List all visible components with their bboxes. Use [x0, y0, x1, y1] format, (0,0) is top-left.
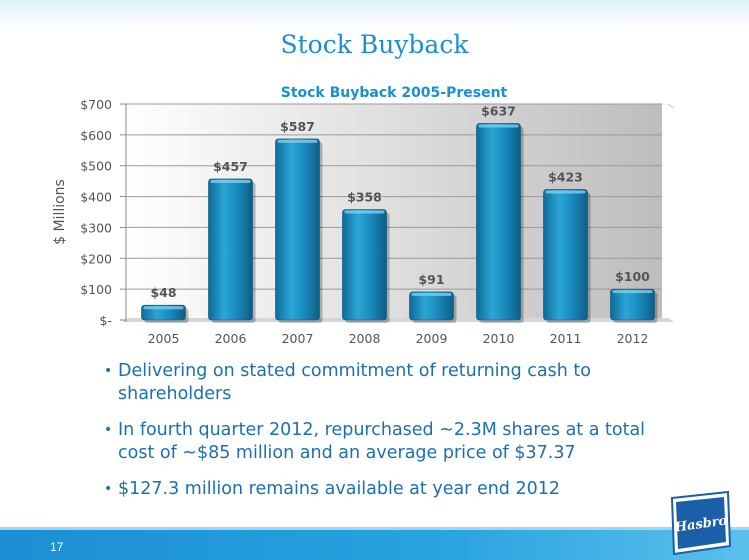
x-tick-label: 2008: [349, 331, 381, 346]
bullet-list: • Delivering on stated commitment of retu…: [104, 360, 684, 514]
chart-title: Stock Buyback 2005-Present: [281, 85, 508, 101]
bar: [342, 209, 387, 321]
chart-svg: $- $100 $200 $300 $400 $500 $600 $700 $ Millions…: [52, 85, 675, 346]
footer-band: [0, 530, 749, 560]
data-label: $587: [280, 119, 315, 134]
y-tick-label: $300: [80, 220, 112, 235]
data-label: $423: [548, 169, 583, 184]
x-tick-label: 2012: [617, 331, 649, 346]
bar: [610, 288, 655, 321]
bar-top: [478, 124, 519, 128]
bar-top: [143, 306, 184, 310]
x-tick-label: 2005: [148, 331, 180, 346]
bullet-text: In fourth quarter 2012, repurchased ~2.3…: [118, 420, 646, 463]
y-tick-label: $-: [100, 313, 112, 328]
y-tick-label: $500: [80, 159, 112, 174]
bar: [208, 178, 253, 321]
page-number: 17: [50, 540, 64, 554]
data-label: $91: [418, 272, 444, 287]
y-tick-label: $400: [80, 190, 112, 205]
bullet-dot: •: [104, 422, 113, 438]
bullet-dot: •: [104, 363, 113, 379]
slide-title: Stock Buyback: [280, 30, 469, 59]
plot-edge: [667, 103, 675, 109]
data-label: $100: [615, 269, 650, 284]
bar-top: [545, 190, 586, 194]
bar-top: [210, 179, 251, 183]
bullet-text: Delivering on stated commitment of retur…: [118, 361, 591, 404]
bar: [476, 123, 521, 321]
bar-top: [277, 139, 318, 143]
bar: [543, 189, 588, 321]
data-label: $48: [150, 285, 176, 300]
y-tick-label: $700: [80, 97, 112, 112]
bar-top: [612, 290, 653, 294]
y-tick-label: $100: [80, 282, 112, 297]
y-tick-label: $600: [80, 128, 112, 143]
footer-divider: [0, 527, 749, 530]
y-axis-label: $ Millions: [52, 179, 68, 245]
x-tick-label: 2011: [550, 331, 582, 346]
bullet-text: $127.3 million remains available at year…: [118, 479, 561, 499]
bullet-item: • Delivering on stated commitment of retu…: [104, 360, 684, 406]
bar: [409, 291, 454, 321]
plot-background: [126, 104, 662, 320]
x-tick-label: 2010: [483, 331, 515, 346]
data-label: $457: [213, 159, 248, 174]
x-tick-label: 2006: [215, 331, 247, 346]
data-label: $358: [347, 190, 382, 205]
x-tick-label: 2009: [416, 331, 448, 346]
x-tick-label: 2007: [282, 331, 314, 346]
y-tick-label: $200: [80, 251, 112, 266]
data-label: $637: [481, 103, 516, 118]
hasbro-logo-icon: Hasbro: [670, 490, 732, 556]
bullet-dot: •: [104, 481, 113, 497]
bar: [275, 138, 320, 321]
buyback-chart: $- $100 $200 $300 $400 $500 $600 $700 $ Millions…: [52, 85, 675, 346]
plot-floor: [122, 318, 674, 322]
logo-wordmark: Hasbro: [673, 513, 729, 535]
bar-top: [411, 292, 452, 296]
bullet-item: • In fourth quarter 2012, repurchased ~2.…: [104, 419, 684, 465]
bar-top: [344, 210, 385, 214]
header-band: [0, 0, 749, 28]
bullet-item: • $127.3 million remains available at yea…: [104, 478, 684, 501]
